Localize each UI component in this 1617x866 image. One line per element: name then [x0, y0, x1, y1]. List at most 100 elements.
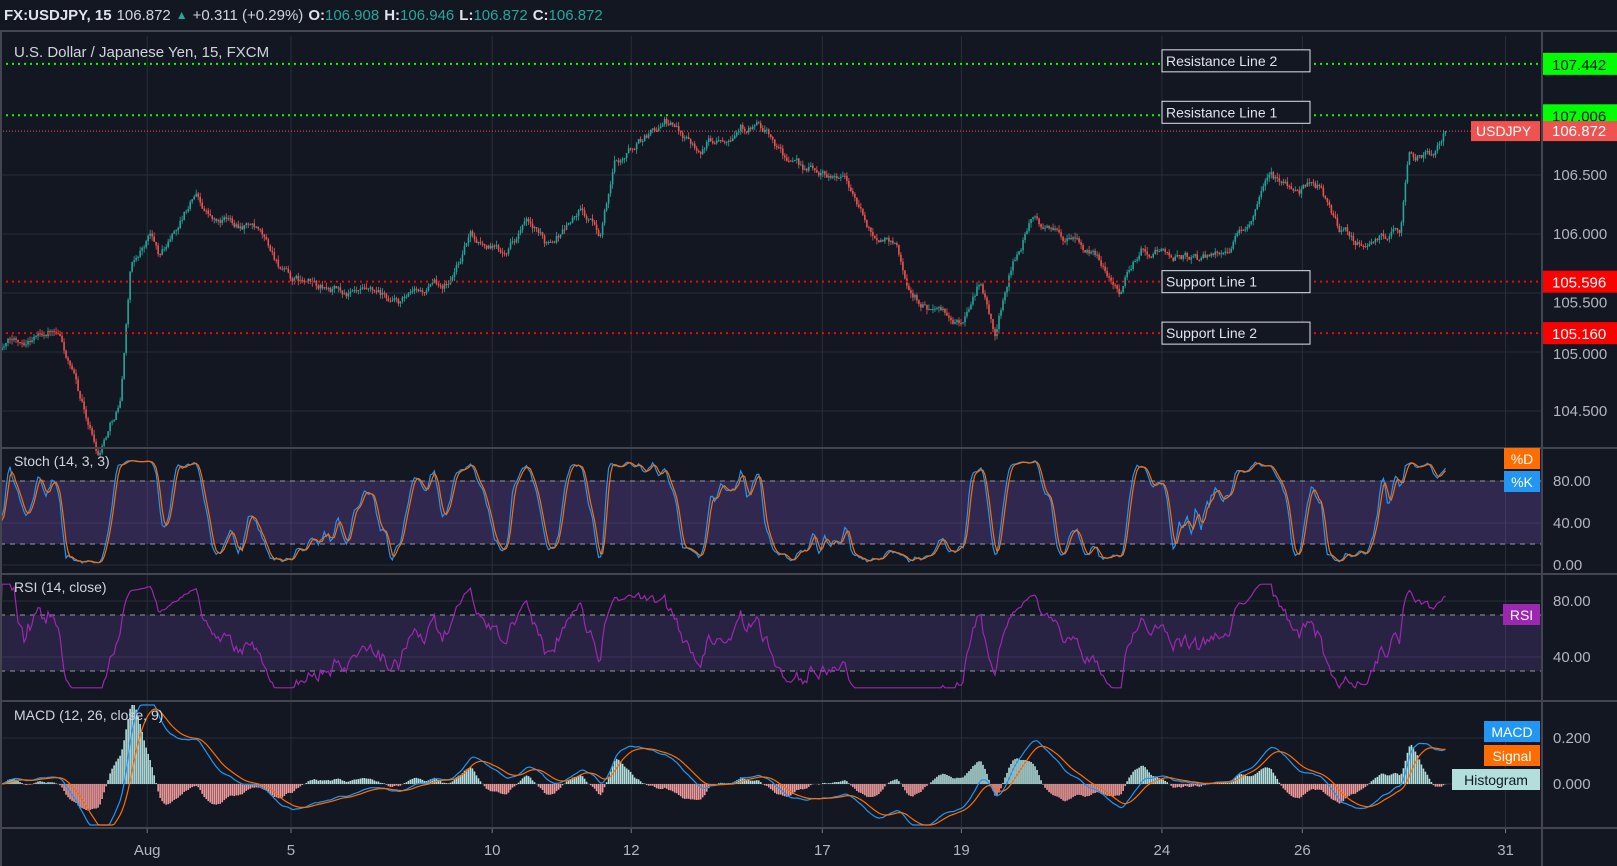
x-tick-label: Aug [134, 842, 161, 859]
candle-down [485, 245, 488, 249]
macd-histogram-bar [593, 784, 596, 789]
candle-up [539, 232, 542, 234]
candle-down [445, 283, 448, 286]
candle-down [866, 220, 868, 228]
macd-histogram-bar [307, 781, 310, 784]
candle-down [387, 298, 390, 302]
macd-histogram-bar [473, 771, 476, 784]
macd-histogram-bar [127, 719, 129, 784]
macd-histogram-bar [1112, 784, 1114, 797]
macd-histogram-bar [365, 778, 368, 784]
candle-up [517, 233, 520, 240]
macd-histogram-bar [1026, 760, 1028, 784]
candle-down [479, 241, 482, 244]
macd-histogram-bar [1292, 784, 1295, 798]
macd-histogram-bar [97, 784, 99, 808]
candle-up [1210, 253, 1213, 257]
macd-histogram-bar [483, 784, 486, 787]
macd-histogram-bar [323, 780, 326, 784]
macd-histogram-bar [703, 784, 706, 796]
candle-up [429, 284, 432, 287]
price-tick-label: 104.500 [1553, 403, 1607, 420]
candle-down [29, 340, 31, 342]
macd-histogram-bar [599, 784, 602, 796]
candle-down [693, 143, 696, 149]
candle-up [523, 221, 526, 225]
candle-down [69, 360, 71, 366]
candle-down [721, 140, 724, 142]
macd-histogram-bar [1322, 784, 1325, 793]
line-annotation-box[interactable] [1161, 321, 1311, 345]
macd-histogram-bar [295, 784, 298, 789]
candle-up [886, 237, 888, 239]
candle-down [1292, 188, 1295, 191]
macd-histogram-bar [407, 780, 410, 784]
macd-histogram-bar [465, 769, 468, 784]
macd-histogram-bar [661, 784, 664, 789]
candle-up [1046, 225, 1048, 228]
macd-histogram-bar [273, 784, 276, 797]
candle-up [1054, 228, 1056, 231]
macd-histogram-bar [1284, 784, 1287, 791]
line-annotation-box[interactable] [1161, 270, 1311, 294]
macd-histogram-bar [241, 784, 244, 795]
macd-histogram-bar [958, 777, 960, 784]
macd-histogram-bar [219, 784, 222, 804]
candle-down [61, 335, 63, 343]
macd-histogram-bar [203, 784, 206, 798]
line-annotation-box[interactable] [1161, 100, 1311, 124]
candle-up [1244, 229, 1247, 231]
macd-histogram-bar [868, 784, 870, 797]
macd-histogram-bar [1408, 746, 1411, 784]
candle-down [371, 287, 374, 290]
line-annotation-box[interactable] [1161, 49, 1311, 73]
macd-histogram-bar [301, 784, 304, 786]
macd-histogram-bar [888, 782, 890, 784]
macd-histogram-bar [411, 778, 414, 784]
candle-up [433, 279, 436, 283]
resistance-price-label: 107.006 [1552, 108, 1606, 125]
macd-histogram-bar [21, 783, 23, 784]
candle-up [419, 290, 422, 292]
candle-up [1426, 150, 1429, 152]
macd-histogram-bar [245, 784, 248, 791]
macd-histogram-bar [1330, 784, 1333, 799]
candle-up [942, 308, 944, 311]
macd-histogram-bar [701, 784, 704, 798]
candle-down [882, 240, 884, 242]
macd-histogram-bar [263, 784, 266, 790]
macd-histogram-bar [1254, 774, 1257, 784]
candle-up [351, 290, 354, 292]
candle-up [331, 289, 334, 292]
stoch-title: Stoch (14, 3, 3) [14, 453, 110, 469]
horizontal-lines[interactable]: 107.442 Resistance Line 2 107.006 Resistanc… [0, 49, 1617, 345]
macd-histogram-bar [992, 784, 994, 791]
macd-histogram-bar [1088, 784, 1090, 797]
candle-up [731, 138, 734, 141]
candle-up [1012, 261, 1014, 271]
macd-histogram-bar [942, 773, 944, 784]
candle-down [553, 241, 556, 243]
macd-histogram-bar [1220, 782, 1223, 784]
macd-histogram-bar [926, 784, 928, 786]
macd-histogram-bar [1116, 784, 1118, 796]
candle-down [475, 239, 478, 244]
macd-histogram-bar [625, 768, 628, 784]
macd-histogram-bar [966, 773, 968, 784]
candle-down [816, 170, 818, 173]
macd-histogram-bar [141, 731, 143, 784]
candle-down [289, 272, 292, 279]
candle-down [633, 149, 636, 151]
macd-histogram-bar [271, 784, 274, 796]
candle-down [557, 236, 560, 238]
macd-histogram-bar [1132, 771, 1134, 784]
macd-histogram-bar [487, 784, 490, 790]
macd-histogram-bar [215, 784, 218, 805]
candle-up [1268, 174, 1271, 178]
macd-histogram-bar [55, 783, 57, 784]
macd-histogram-bar [1124, 784, 1126, 787]
macd-histogram-bar [846, 781, 848, 784]
x-tick-label: 17 [814, 842, 831, 859]
symbol-label[interactable]: FX:USDJPY, 15 [4, 6, 112, 24]
